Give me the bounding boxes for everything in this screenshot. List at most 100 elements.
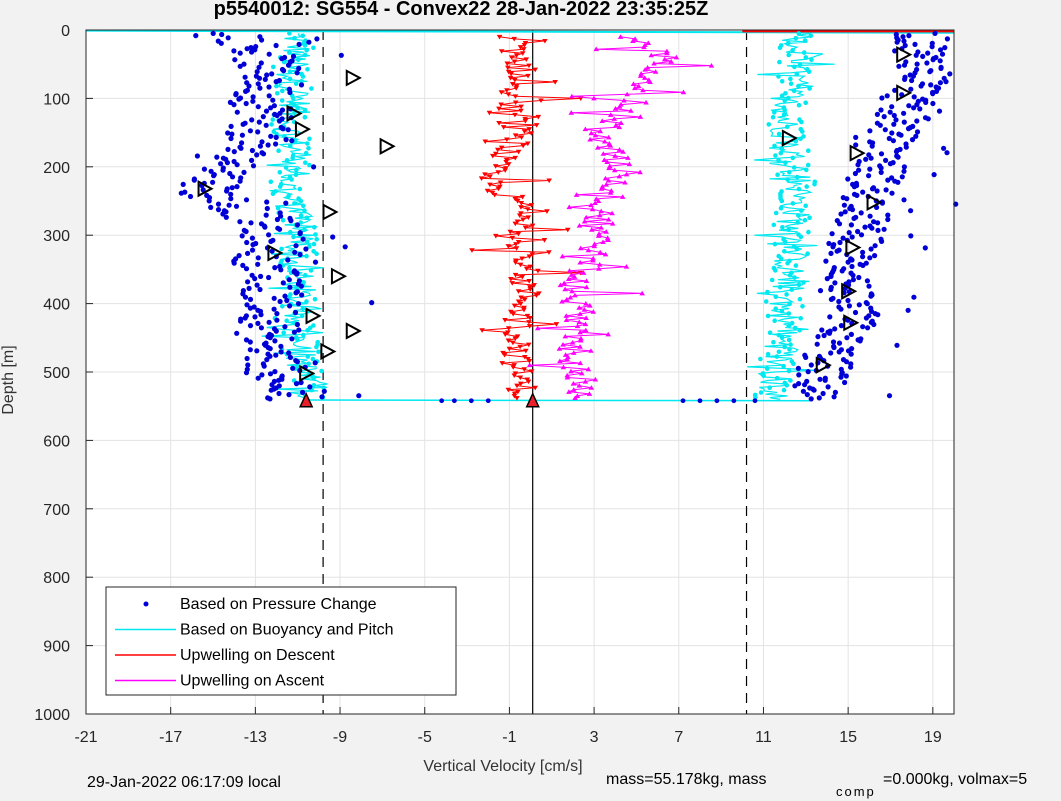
pressure-point bbox=[245, 250, 251, 256]
pressure-point bbox=[234, 109, 240, 115]
buoyancy-point bbox=[812, 181, 817, 187]
y-tick-label: 700 bbox=[43, 502, 70, 519]
direction-marker bbox=[815, 356, 832, 374]
buoyancy-point bbox=[786, 337, 792, 343]
pressure-point bbox=[910, 73, 917, 79]
pressure-point bbox=[284, 297, 290, 304]
buoyancy-point bbox=[765, 351, 771, 357]
pressure-point bbox=[276, 377, 282, 383]
pressure-point bbox=[852, 309, 859, 316]
pressure-point bbox=[247, 347, 253, 353]
buoyancy-point bbox=[797, 296, 803, 302]
pressure-point bbox=[208, 204, 214, 210]
pressure-point bbox=[485, 398, 491, 404]
upwelling-ascent-line bbox=[529, 36, 712, 399]
pressure-point bbox=[848, 351, 854, 357]
pressure-point bbox=[269, 71, 275, 77]
pressure-point bbox=[240, 121, 246, 127]
pressure-point bbox=[218, 161, 224, 167]
pressure-point bbox=[231, 260, 237, 266]
pressure-point bbox=[849, 207, 856, 213]
buoyancy-point bbox=[290, 155, 295, 161]
x-tick-label: -1 bbox=[502, 729, 516, 746]
pressure-point bbox=[246, 285, 252, 291]
y-tick-label: 0 bbox=[61, 23, 70, 40]
pressure-point bbox=[273, 328, 279, 334]
buoyancy-point bbox=[777, 45, 783, 51]
pressure-point bbox=[863, 315, 870, 321]
pressure-point bbox=[240, 262, 246, 268]
pressure-point bbox=[273, 141, 279, 147]
buoyancy-point bbox=[305, 354, 311, 359]
pressure-point bbox=[244, 239, 250, 246]
pressure-point bbox=[262, 76, 268, 82]
buoyancy-point bbox=[776, 332, 782, 338]
buoyancy-point bbox=[300, 74, 306, 79]
buoyancy-point bbox=[287, 69, 293, 74]
x-tick-label: 11 bbox=[755, 729, 772, 746]
buoyancy-point bbox=[807, 215, 812, 221]
pressure-point bbox=[263, 212, 269, 218]
buoyancy-point bbox=[779, 93, 785, 98]
buoyancy-point bbox=[291, 234, 296, 240]
pressure-point bbox=[838, 306, 844, 312]
pressure-point bbox=[836, 221, 843, 227]
pressure-point bbox=[882, 127, 888, 133]
buoyancy-point bbox=[300, 33, 306, 39]
pressure-point bbox=[931, 172, 937, 178]
buoyancy-point bbox=[277, 170, 283, 175]
buoyancy-point bbox=[269, 122, 274, 127]
pressure-point bbox=[264, 199, 270, 205]
pressure-point bbox=[929, 44, 935, 50]
buoyancy-point bbox=[786, 323, 792, 328]
pressure-point bbox=[909, 77, 915, 84]
pressure-point bbox=[824, 276, 830, 282]
buoyancy-point bbox=[774, 375, 780, 381]
pressure-point bbox=[906, 103, 912, 109]
direction-marker bbox=[843, 314, 860, 332]
pressure-point bbox=[255, 81, 261, 87]
pressure-point bbox=[914, 129, 921, 135]
pressure-point bbox=[187, 193, 194, 200]
pressure-point bbox=[906, 33, 912, 39]
buoyancy-point bbox=[790, 47, 795, 53]
pressure-point bbox=[244, 46, 250, 52]
pressure-point bbox=[867, 213, 873, 219]
pressure-point bbox=[836, 298, 842, 305]
pressure-point bbox=[298, 82, 305, 88]
pressure-point bbox=[913, 52, 919, 58]
pressure-point bbox=[245, 279, 251, 285]
pressure-point bbox=[267, 371, 274, 377]
pressure-point bbox=[241, 169, 247, 175]
buoyancy-point bbox=[773, 306, 778, 312]
buoyancy-point bbox=[798, 234, 804, 240]
pressure-point bbox=[819, 327, 825, 333]
pressure-point bbox=[941, 145, 947, 151]
pressure-point bbox=[942, 45, 948, 51]
pressure-point bbox=[231, 102, 237, 108]
pressure-point bbox=[288, 218, 294, 224]
pressure-point bbox=[225, 146, 231, 152]
pressure-point bbox=[885, 177, 891, 183]
direction-marker bbox=[379, 137, 396, 155]
pressure-point bbox=[243, 88, 249, 94]
pressure-point bbox=[928, 82, 934, 88]
pressure-point bbox=[296, 65, 302, 71]
pressure-point bbox=[889, 130, 895, 136]
pressure-point bbox=[243, 337, 250, 343]
buoyancy-point bbox=[785, 260, 790, 266]
buoyancy-point bbox=[773, 294, 779, 300]
pressure-point bbox=[815, 334, 821, 340]
pressure-point bbox=[258, 273, 264, 279]
pressure-point bbox=[231, 149, 237, 155]
pressure-point bbox=[260, 151, 267, 157]
buoyancy-point bbox=[309, 86, 314, 91]
pressure-point bbox=[752, 398, 758, 404]
buoyancy-point bbox=[788, 378, 793, 383]
pressure-point bbox=[894, 39, 900, 45]
pressure-point bbox=[279, 56, 285, 62]
buoyancy-point bbox=[299, 313, 305, 319]
pressure-point bbox=[843, 373, 849, 379]
pressure-point bbox=[307, 384, 313, 390]
pressure-point bbox=[886, 393, 893, 399]
